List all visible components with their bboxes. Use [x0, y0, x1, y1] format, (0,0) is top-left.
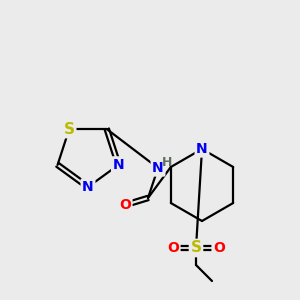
Text: N: N: [196, 142, 208, 156]
Text: H: H: [162, 157, 172, 169]
Text: O: O: [119, 198, 131, 212]
Text: S: S: [190, 241, 202, 256]
Text: N: N: [152, 161, 164, 175]
Text: O: O: [167, 241, 179, 255]
Text: N: N: [112, 158, 124, 172]
Text: N: N: [82, 180, 94, 194]
Text: O: O: [213, 241, 225, 255]
Text: S: S: [64, 122, 75, 136]
